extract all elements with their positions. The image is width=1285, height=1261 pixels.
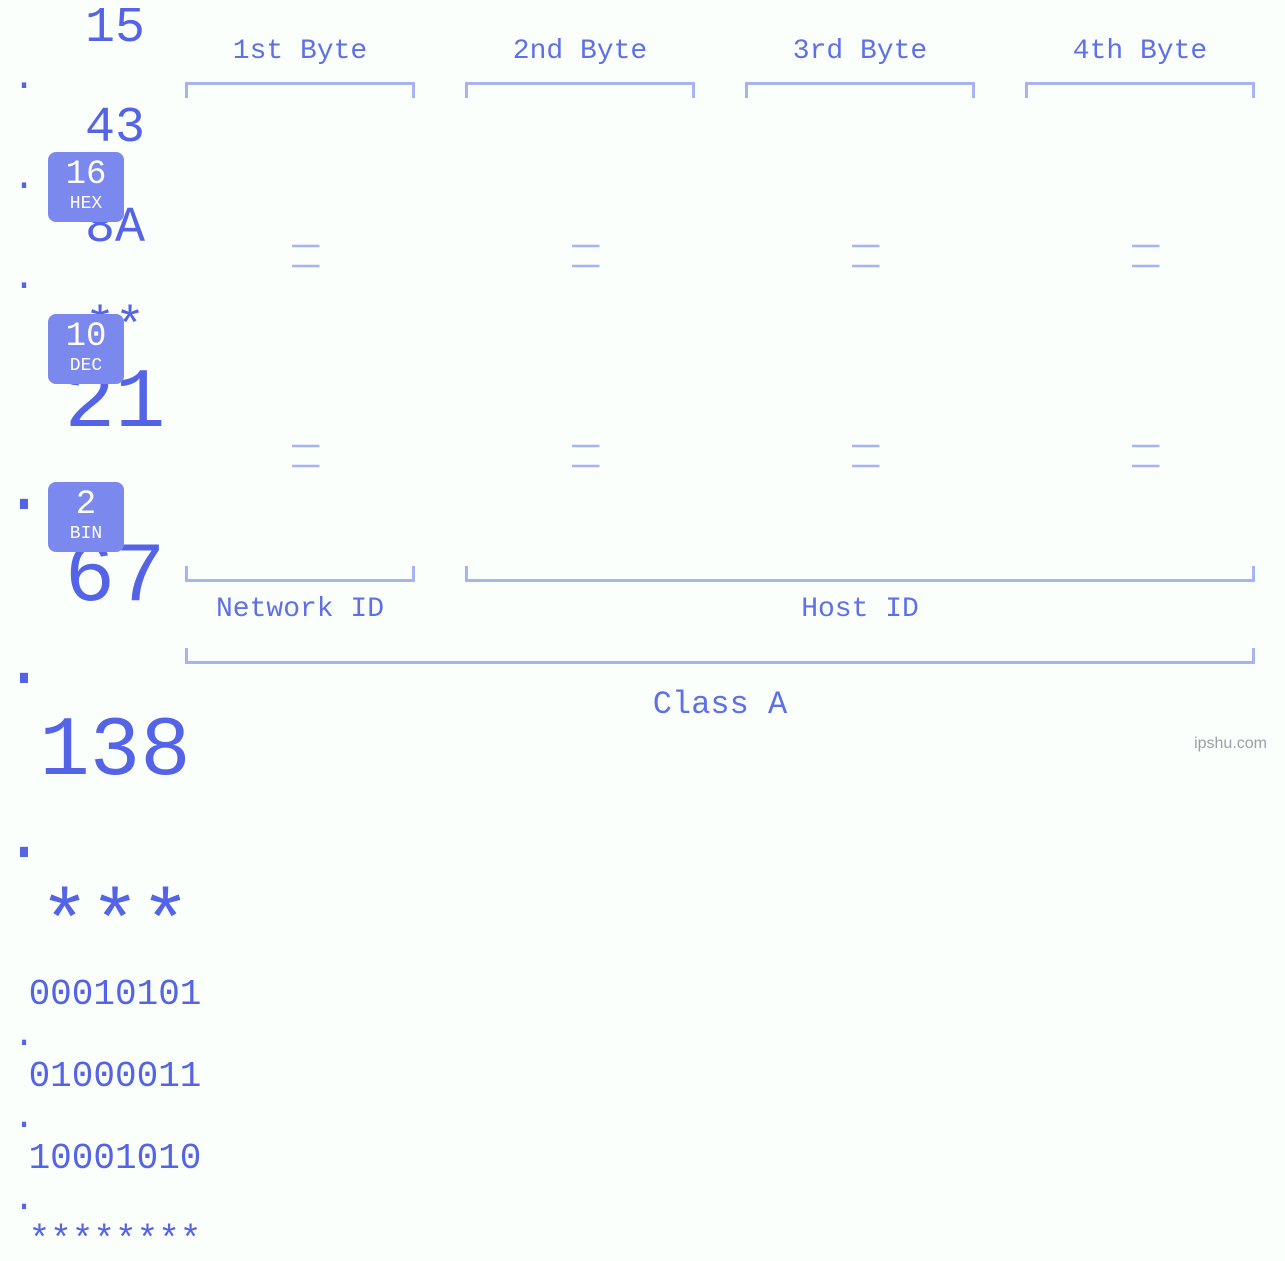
hex-dot-2: .	[0, 157, 48, 200]
top-bracket-2	[465, 82, 695, 98]
badge-bin-lbl: BIN	[48, 524, 124, 544]
badge-dec-num: 10	[48, 320, 124, 354]
badge-bin-num: 2	[48, 488, 124, 522]
top-bracket-3	[745, 82, 975, 98]
label-class: Class A	[185, 686, 1255, 723]
equals-r1-c2: ||	[568, 237, 602, 277]
equals-r1-c3: ||	[848, 237, 882, 277]
badge-dec-lbl: DEC	[48, 356, 124, 376]
bracket-class	[185, 648, 1255, 664]
byte-header-2: 2nd Byte	[465, 36, 695, 67]
bin-byte-2: 01000011	[0, 1056, 230, 1097]
dec-byte-4: ***	[0, 879, 230, 974]
byte-header-3: 3rd Byte	[745, 36, 975, 67]
label-network: Network ID	[185, 594, 415, 625]
badge-hex-num: 16	[48, 158, 124, 192]
bracket-network	[185, 566, 415, 582]
bin-dot-2: .	[0, 1097, 48, 1138]
badge-bin: 2BIN	[48, 482, 124, 552]
equals-r2-c4: ||	[1128, 437, 1162, 477]
equals-r1-c4: ||	[1128, 237, 1162, 277]
hex-dot-1: .	[0, 57, 48, 100]
bracket-host	[465, 566, 1255, 582]
hex-dot-3: .	[0, 257, 48, 300]
bin-byte-4: ********	[0, 1220, 230, 1261]
dec-dot-2: .	[0, 626, 48, 705]
top-bracket-4	[1025, 82, 1255, 98]
badge-dec: 10DEC	[48, 314, 124, 384]
label-host: Host ID	[465, 594, 1255, 625]
equals-r2-c1: ||	[288, 437, 322, 477]
equals-r2-c2: ||	[568, 437, 602, 477]
badge-hex: 16HEX	[48, 152, 124, 222]
bin-dot-1: .	[0, 1015, 48, 1056]
dec-dot-3: .	[0, 800, 48, 879]
hex-byte-2: 43	[0, 100, 230, 157]
byte-header-1: 1st Byte	[185, 36, 415, 67]
bin-byte-1: 00010101	[0, 974, 230, 1015]
equals-r2-c3: ||	[848, 437, 882, 477]
top-bracket-1	[185, 82, 415, 98]
watermark: ipshu.com	[1194, 735, 1267, 753]
bin-byte-3: 10001010	[0, 1138, 230, 1179]
equals-r1-c1: ||	[288, 237, 322, 277]
byte-header-4: 4th Byte	[1025, 36, 1255, 67]
dec-dot-1: .	[0, 452, 48, 531]
badge-hex-lbl: HEX	[48, 194, 124, 214]
bin-dot-3: .	[0, 1179, 48, 1220]
